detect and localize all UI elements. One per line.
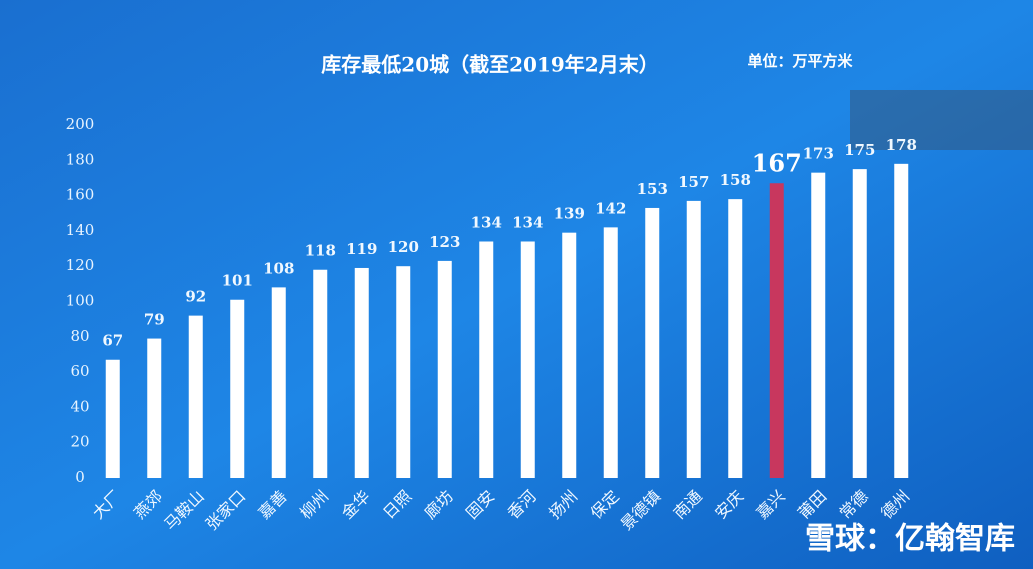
bar <box>105 359 120 478</box>
bar <box>894 163 909 478</box>
background-photo <box>850 90 1033 150</box>
unit-label: 单位：万平方米 <box>747 52 853 70</box>
bar <box>811 172 826 478</box>
bar <box>230 299 245 478</box>
value-label: 139 <box>554 205 585 223</box>
bar <box>852 169 867 478</box>
bar <box>437 260 452 478</box>
value-label: 178 <box>886 136 917 154</box>
value-label: 120 <box>388 238 419 256</box>
value-label: 153 <box>637 180 668 198</box>
value-label: 158 <box>720 171 751 189</box>
value-label: 167 <box>752 149 802 178</box>
bar <box>313 269 328 478</box>
y-tick-label: 0 <box>75 468 85 486</box>
y-tick-label: 200 <box>66 115 95 133</box>
bar <box>562 232 577 478</box>
bar <box>603 227 618 478</box>
y-tick-label: 100 <box>66 292 95 310</box>
y-tick-label: 80 <box>70 327 89 345</box>
bar <box>271 287 286 478</box>
value-label: 119 <box>346 240 377 258</box>
value-label: 108 <box>263 259 294 277</box>
value-label: 134 <box>471 213 502 231</box>
value-label: 142 <box>595 199 626 217</box>
bar <box>396 266 411 478</box>
value-label: 173 <box>803 145 834 163</box>
value-label: 118 <box>305 242 336 260</box>
watermark: 雪球：亿翰智库 <box>805 522 1015 557</box>
y-tick-label: 180 <box>66 150 95 168</box>
bar <box>479 241 494 478</box>
bar <box>728 199 743 478</box>
value-label: 67 <box>102 332 123 350</box>
bar <box>645 207 660 478</box>
value-label: 175 <box>844 141 875 159</box>
y-tick-label: 60 <box>70 362 89 380</box>
y-tick-label: 20 <box>70 433 89 451</box>
bar <box>354 267 369 478</box>
value-label: 79 <box>144 311 165 329</box>
value-label: 134 <box>512 213 543 231</box>
bar <box>686 200 701 478</box>
y-tick-label: 140 <box>66 221 95 239</box>
value-label: 157 <box>678 173 709 191</box>
y-tick-label: 160 <box>66 186 95 204</box>
value-label: 92 <box>185 288 206 306</box>
chart-title: 库存最低20城（截至2019年2月末） <box>321 53 658 77</box>
bar <box>147 338 162 478</box>
y-tick-label: 120 <box>66 256 95 274</box>
bar <box>520 241 535 478</box>
value-label: 101 <box>222 272 253 290</box>
value-label: 123 <box>429 233 460 251</box>
y-tick-label: 40 <box>70 397 89 415</box>
bar <box>188 315 203 478</box>
bar <box>769 183 784 478</box>
